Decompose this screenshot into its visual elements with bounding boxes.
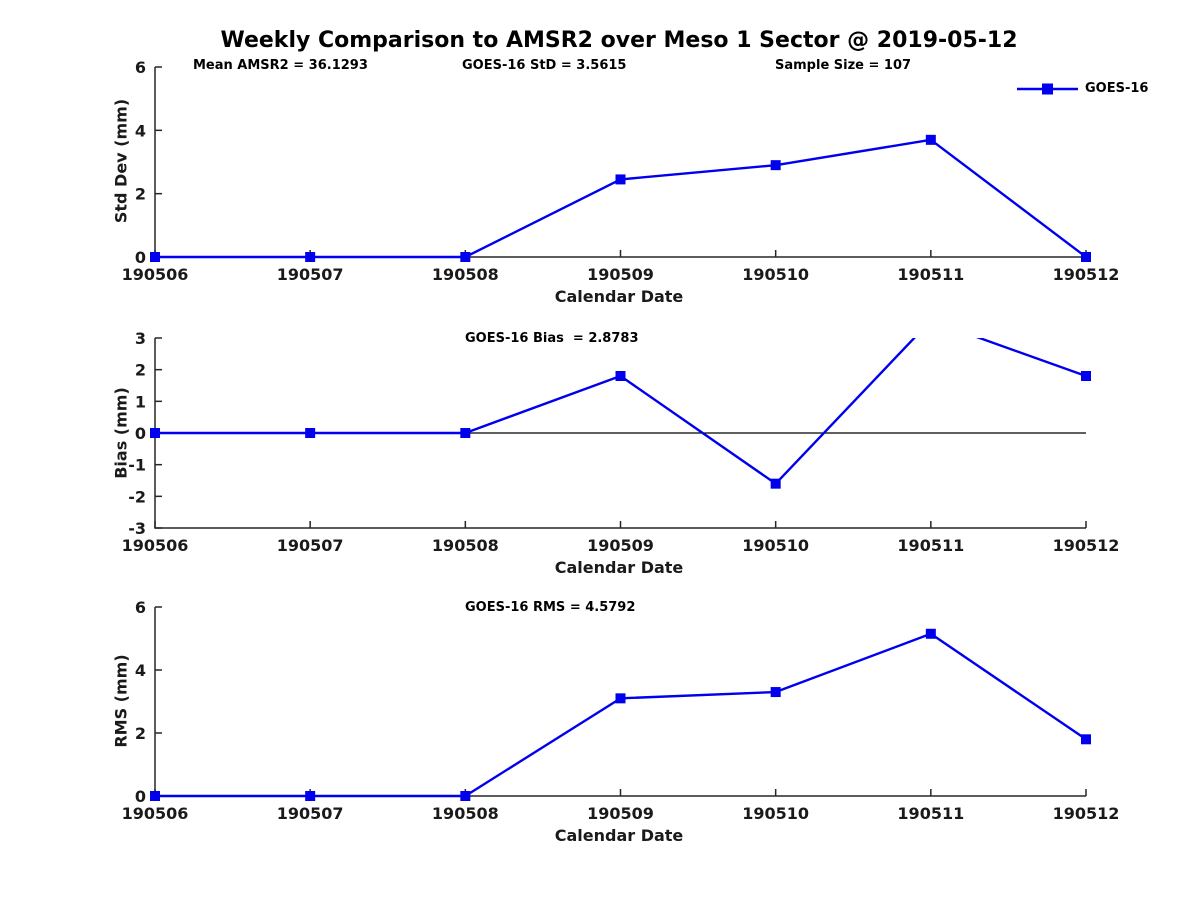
svg-text:190509: 190509 xyxy=(587,265,654,284)
svg-text:190507: 190507 xyxy=(277,536,344,555)
svg-text:4: 4 xyxy=(135,121,146,140)
svg-text:190506: 190506 xyxy=(122,265,189,284)
svg-text:1: 1 xyxy=(135,392,146,411)
svg-text:-1: -1 xyxy=(128,456,146,475)
svg-text:190510: 190510 xyxy=(742,536,809,555)
svg-text:0: 0 xyxy=(135,424,146,443)
svg-text:3: 3 xyxy=(135,329,146,348)
svg-text:190508: 190508 xyxy=(432,536,499,555)
svg-text:-3: -3 xyxy=(128,519,146,538)
svg-text:190511: 190511 xyxy=(897,804,964,823)
ylabel-std-dev: Std Dev (mm) xyxy=(111,98,131,224)
svg-text:6: 6 xyxy=(135,598,146,617)
svg-text:190508: 190508 xyxy=(432,265,499,284)
svg-text:190506: 190506 xyxy=(122,804,189,823)
svg-text:2: 2 xyxy=(135,185,146,204)
svg-text:4: 4 xyxy=(135,661,146,680)
xlabel-calendar-date-2: Calendar Date xyxy=(554,558,684,577)
svg-text:2: 2 xyxy=(135,724,146,743)
svg-text:190512: 190512 xyxy=(1053,804,1120,823)
svg-text:190506: 190506 xyxy=(122,536,189,555)
svg-text:190510: 190510 xyxy=(742,265,809,284)
annotation-sample-size: Sample Size = 107 xyxy=(775,58,912,73)
svg-text:0: 0 xyxy=(135,787,146,806)
figure-title: Weekly Comparison to AMSR2 over Meso 1 S… xyxy=(220,28,1018,53)
svg-text:190512: 190512 xyxy=(1053,265,1120,284)
ylabel-bias: Bias (mm) xyxy=(111,387,131,479)
svg-text:6: 6 xyxy=(135,58,146,77)
svg-text:190507: 190507 xyxy=(277,265,344,284)
annotation-goes16-std: GOES-16 StD = 3.5615 xyxy=(462,58,627,73)
svg-text:190510: 190510 xyxy=(742,804,809,823)
svg-text:190512: 190512 xyxy=(1053,536,1120,555)
legend-entry-goes16: GOES-16 xyxy=(1085,81,1149,96)
svg-text:0: 0 xyxy=(135,248,146,267)
svg-text:190507: 190507 xyxy=(277,804,344,823)
ylabel-rms: RMS (mm) xyxy=(111,654,131,748)
svg-text:190511: 190511 xyxy=(897,536,964,555)
svg-text:190511: 190511 xyxy=(897,265,964,284)
annotation-goes16-bias: GOES-16 Bias = 2.8783 xyxy=(465,331,639,346)
xlabel-calendar-date-3: Calendar Date xyxy=(554,826,684,845)
svg-text:190508: 190508 xyxy=(432,804,499,823)
svg-text:190509: 190509 xyxy=(587,804,654,823)
svg-text:-2: -2 xyxy=(128,487,146,506)
svg-text:2: 2 xyxy=(135,361,146,380)
annotation-mean-amsr2: Mean AMSR2 = 36.1293 xyxy=(193,58,368,73)
annotation-goes16-rms: GOES-16 RMS = 4.5792 xyxy=(465,600,636,615)
svg-text:190509: 190509 xyxy=(587,536,654,555)
xlabel-calendar-date-1: Calendar Date xyxy=(554,287,684,306)
